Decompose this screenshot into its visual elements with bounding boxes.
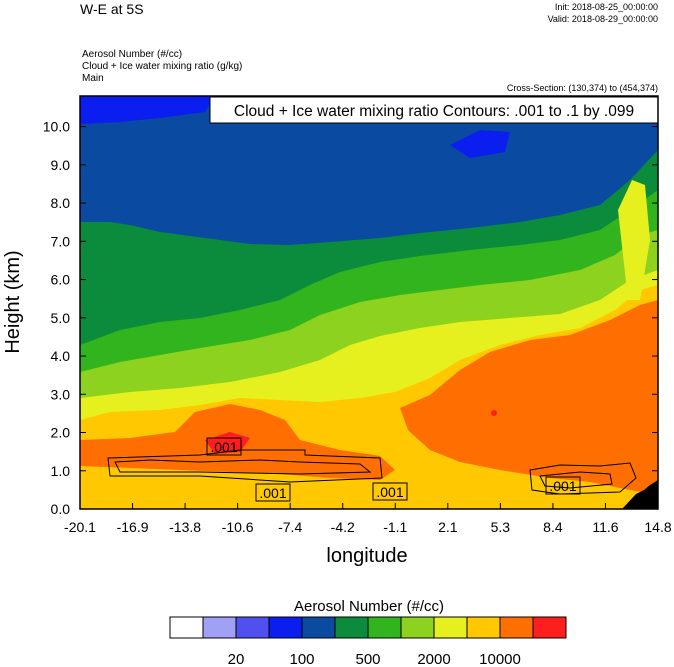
x-axis-label: longitude [326, 545, 407, 567]
colorbar-swatch [235, 616, 270, 639]
colorbar-tick-label: 100 [289, 651, 314, 667]
x-tick-label: 11.6 [592, 519, 618, 535]
x-tick-label: 5.3 [491, 519, 511, 535]
contour-label: .001 [210, 439, 237, 455]
y-tick-label: 4.0 [51, 348, 71, 364]
colorbar-tick-label: 20 [228, 651, 245, 667]
init-time: Init: 2018-08-25_00:00:00 [554, 2, 658, 12]
y-tick-label: 9.0 [51, 157, 71, 173]
contour-labels: .001 .001 .001 .001 [206, 437, 581, 502]
x-tick-label: -4.2 [331, 519, 355, 535]
x-tick-label: -13.8 [169, 519, 201, 535]
y-axis-label: Height (km) [2, 250, 24, 353]
y-tick-label: 10.0 [43, 119, 70, 135]
x-tick-label: -1.1 [383, 519, 407, 535]
y-tick-label: 2.0 [51, 425, 71, 441]
colorbar: 20 100 500 2000 10000 [169, 616, 567, 667]
contour-label-box [545, 476, 581, 495]
colorbar-swatch [433, 616, 468, 639]
y-tick-label: 3.0 [51, 386, 71, 402]
colorbar-title: Aerosol Number (#/cc) [294, 598, 444, 615]
colorbar-tick-label: 500 [355, 651, 380, 667]
field-label-aerosol: Aerosol Number (#/cc) [82, 49, 183, 60]
colorbar-swatch [334, 616, 369, 639]
x-tick-label: -16.9 [117, 519, 149, 535]
y-tick-label: 5.0 [51, 310, 71, 326]
colorbar-swatch [367, 616, 402, 639]
colorbar-tick-label: 10000 [479, 651, 521, 667]
x-tick-label: -7.4 [278, 519, 302, 535]
colorbar-swatch [499, 616, 534, 639]
y-axis: 0.0 1.0 2.0 3.0 4.0 5.0 6.0 7.0 8.0 9.0 10.0 [43, 119, 658, 517]
x-tick-label: 14.8 [644, 519, 671, 535]
field-label-main: Main [82, 73, 104, 84]
contour-label: .001 [549, 478, 576, 494]
y-tick-label: 0.0 [51, 501, 71, 517]
y-tick-label: 1.0 [51, 463, 71, 479]
colorbar-swatch [169, 616, 204, 639]
colorbar-swatch [400, 616, 435, 639]
field-label-cloud: Cloud + Ice water mixing ratio (g/kg) [82, 61, 243, 72]
x-tick-label: -10.6 [222, 519, 254, 535]
colorbar-swatch [301, 616, 336, 639]
contour-label-box [255, 483, 291, 502]
colorbar-swatch [532, 616, 567, 639]
contour-label-box [206, 437, 242, 456]
aerosol-fill-field [80, 96, 658, 509]
y-tick-label: 8.0 [51, 195, 71, 211]
x-tick-label: -20.1 [64, 519, 96, 535]
cloud-contours [107, 449, 637, 495]
x-axis: -20.1 -16.9 -13.8 -10.6 -7.4 -4.2 -1.1 2.1 5.3 8.… [64, 503, 672, 535]
x-tick-label: 2.1 [438, 519, 458, 535]
contour-label-box [372, 482, 408, 501]
cross-section-label: Cross-Section: (130,374) to (454,374) [506, 83, 658, 93]
colorbar-swatch [268, 616, 303, 639]
x-tick-label: 8.4 [543, 519, 563, 535]
plot-title: W-E at 5S [80, 1, 144, 17]
y-tick-label: 6.0 [51, 272, 71, 288]
colorbar-swatch [202, 616, 237, 639]
contour-label: .001 [376, 484, 403, 500]
contour-info-label: Cloud + Ice water mixing ratio Contours:… [234, 103, 634, 120]
colorbar-tick-label: 2000 [417, 651, 450, 667]
contour-label: .001 [259, 485, 286, 501]
colorbar-swatch [466, 616, 501, 639]
y-tick-label: 7.0 [51, 233, 71, 249]
valid-time: Valid: 2018-08-29_00:00:00 [547, 14, 658, 24]
